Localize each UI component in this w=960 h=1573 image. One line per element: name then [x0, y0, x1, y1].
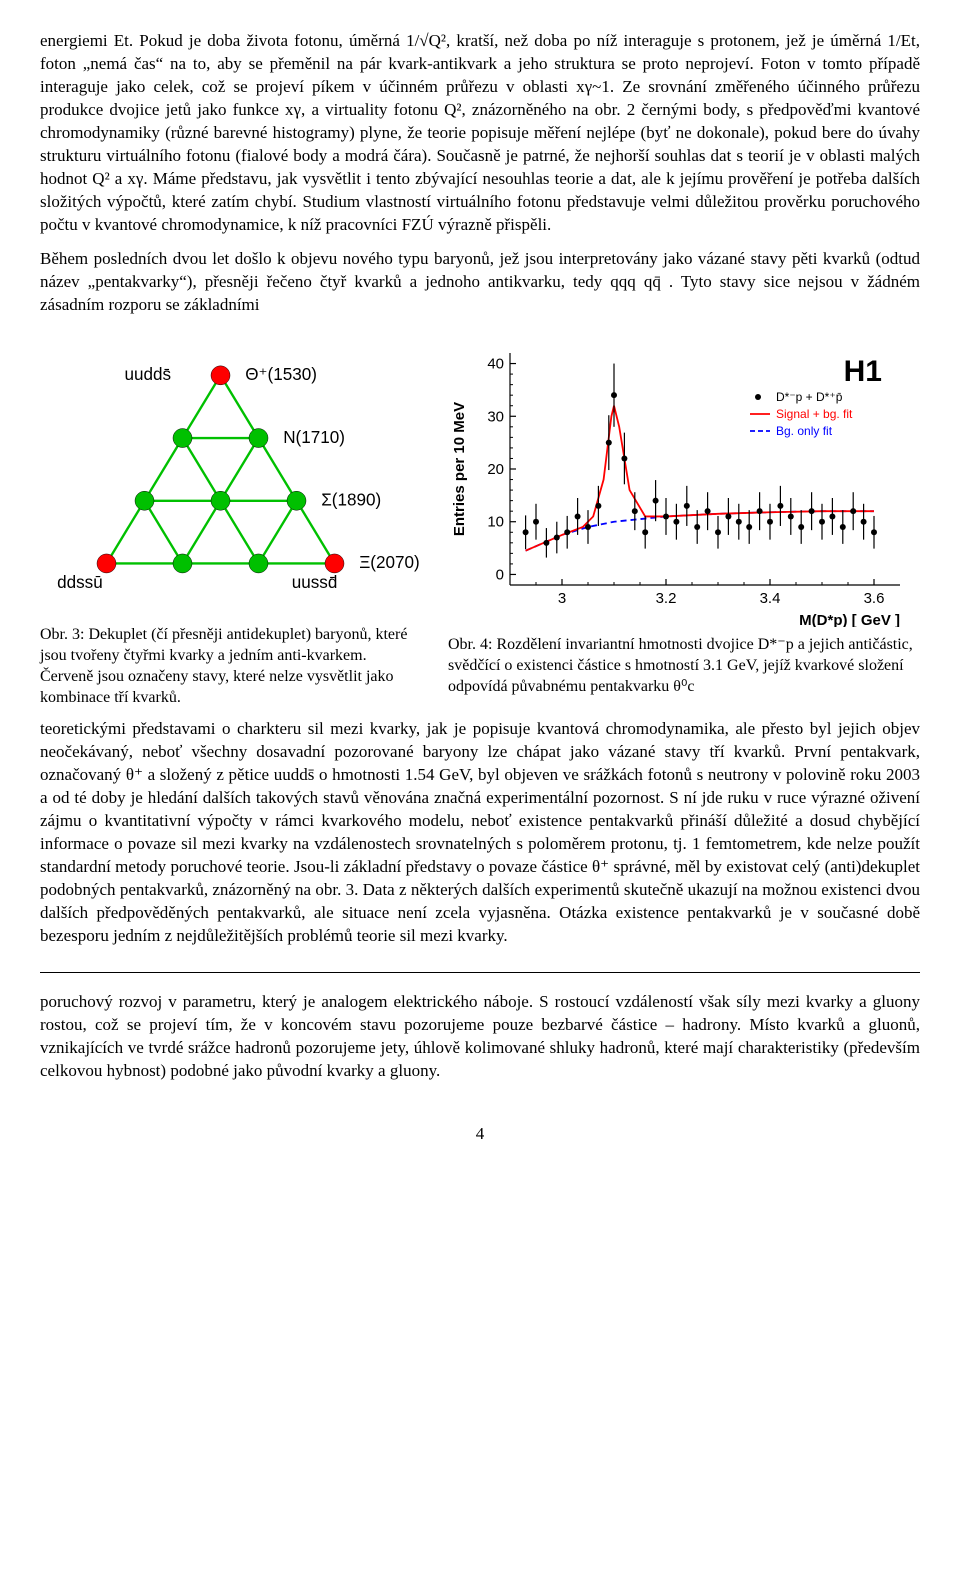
paragraph-2: Během posledních dvou let došlo k objevu…	[40, 248, 920, 317]
page-number: 4	[40, 1123, 920, 1146]
svg-text:uussd̄: uussd̄	[292, 573, 338, 592]
svg-text:Θ⁺(1530): Θ⁺(1530)	[245, 365, 317, 384]
svg-text:3: 3	[558, 590, 566, 607]
svg-text:ddssū: ddssū	[57, 573, 103, 592]
svg-text:D*⁻p + D*⁺p̄: D*⁻p + D*⁺p̄	[776, 390, 843, 404]
svg-text:H1: H1	[844, 355, 882, 388]
paragraph-1: energiemi Et. Pokud je doba života foton…	[40, 30, 920, 236]
svg-text:uudds̄: uudds̄	[125, 365, 172, 384]
svg-text:Entries per 10 MeV: Entries per 10 MeV	[451, 402, 468, 536]
svg-text:Σ(1890): Σ(1890)	[321, 491, 381, 510]
dekuplet-diagram: Θ⁺(1530) N(1710) Σ(1890) Ξ(2070) uudds̄ ddssū…	[40, 337, 420, 617]
svg-text:40: 40	[487, 356, 504, 373]
figure-3-caption: Obr. 3: Dekuplet (čí přesněji antidekupl…	[40, 625, 420, 708]
svg-text:M(D*p) [ GeV ]: M(D*p) [ GeV ]	[799, 612, 900, 627]
svg-text:10: 10	[487, 514, 504, 531]
svg-text:Signal + bg. fit: Signal + bg. fit	[776, 407, 853, 421]
figure-3-column: Θ⁺(1530) N(1710) Σ(1890) Ξ(2070) uudds̄ ddssū…	[40, 337, 420, 708]
paragraph-4: poruchový rozvoj v parametru, který je a…	[40, 991, 920, 1083]
figure-row: Θ⁺(1530) N(1710) Σ(1890) Ξ(2070) uudds̄ ddssū…	[40, 337, 920, 708]
figure-4-caption: Obr. 4: Rozdělení invariantní hmotnosti …	[448, 635, 920, 697]
svg-text:3.2: 3.2	[656, 590, 677, 607]
svg-text:0: 0	[496, 567, 504, 584]
paragraph-3: teoretickými představami o charkteru sil…	[40, 718, 920, 947]
svg-text:N(1710): N(1710)	[283, 428, 345, 447]
h1-chart: Entries per 10 MeV 0 10 20 30 40 3 3.2 3.4 3.6 M(D…	[448, 337, 918, 627]
svg-text:3.6: 3.6	[864, 590, 885, 607]
svg-text:Bg. only fit: Bg. only fit	[776, 424, 833, 438]
svg-text:3.4: 3.4	[760, 590, 781, 607]
svg-text:Ξ(2070): Ξ(2070)	[359, 553, 420, 572]
figure-4-column: Entries per 10 MeV 0 10 20 30 40 3 3.2 3.4 3.6 M(D…	[448, 337, 920, 708]
svg-text:30: 30	[487, 409, 504, 426]
svg-text:20: 20	[487, 461, 504, 478]
horizontal-rule	[40, 972, 920, 973]
